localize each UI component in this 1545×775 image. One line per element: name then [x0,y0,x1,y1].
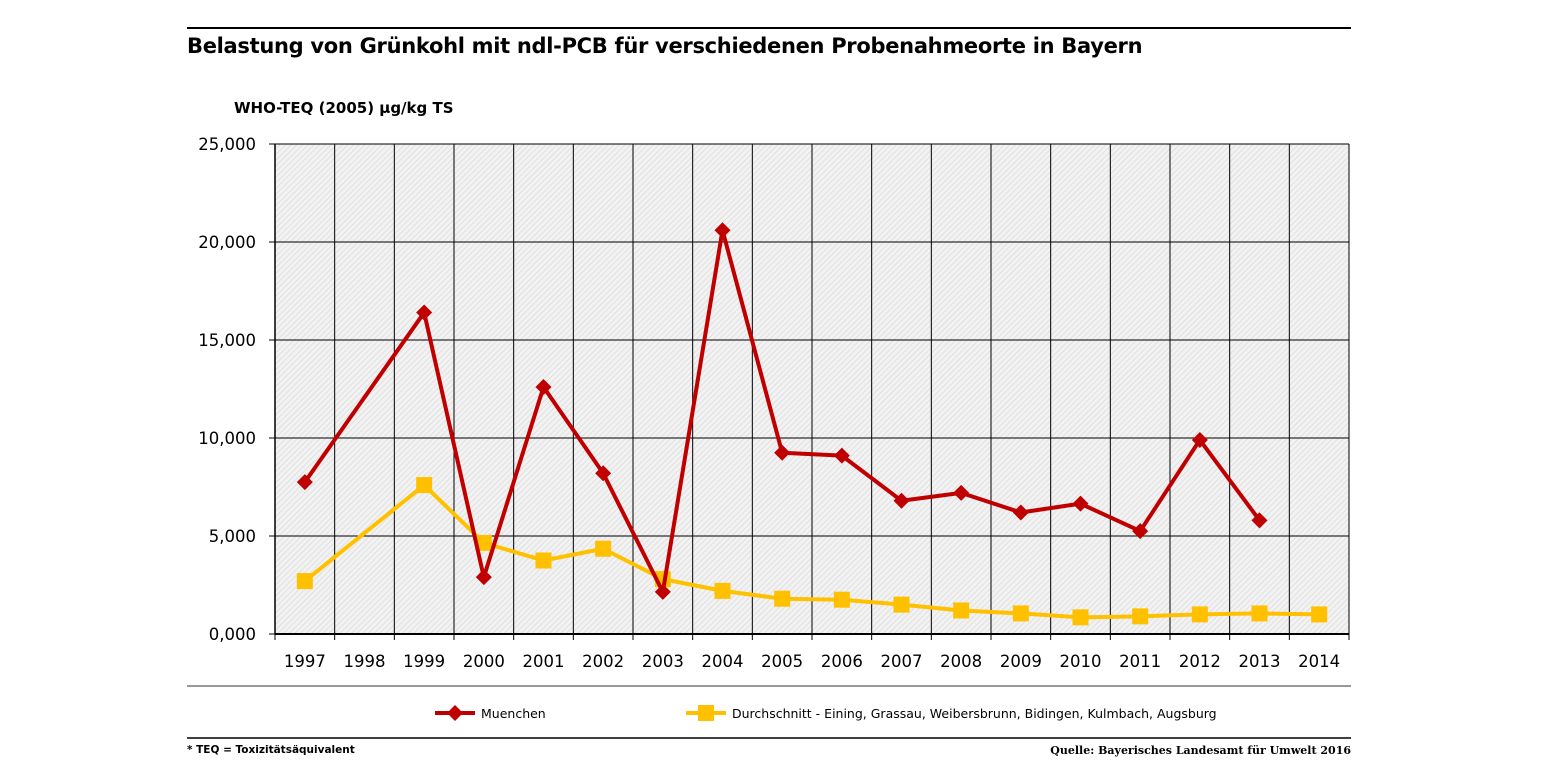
durchschnitt-point [296,573,313,590]
x-tick-label: 2008 [940,652,982,671]
legend: Muenchen Durchschnitt - Eining, Grassau, … [435,705,1217,721]
muenchen-point [535,379,552,396]
muenchen-point [595,465,612,482]
y-tick-label: 20,000 [198,233,256,252]
durchschnitt-point [1251,605,1268,622]
source-note: Quelle: Bayerisches Landesamt für Umwelt… [1050,744,1351,757]
legend-label: Muenchen [481,706,546,721]
x-tick-label: 2006 [821,652,863,671]
legend-label: Durchschnitt - Eining, Grassau, Weibersb… [732,706,1217,721]
durchschnitt-point [893,596,910,613]
muenchen-point [774,444,791,461]
x-tick-label: 2001 [523,652,565,671]
grid-lines [275,143,1349,635]
series-muenchen-line [303,228,1262,594]
y-tick-label: 5,000 [209,527,256,546]
muenchen-point [1072,495,1089,512]
durchschnitt-point [953,602,970,619]
y-tick-label: 10,000 [198,429,256,448]
y-tick-label: 15,000 [198,331,256,350]
muenchen-point [296,474,313,491]
muenchen-point [1251,512,1268,529]
durchschnitt-point [1072,609,1089,626]
durchschnitt-point [1311,606,1328,623]
durchschnitt-point [1012,605,1029,622]
x-tick-label: 2010 [1060,652,1102,671]
durchschnitt-point [595,540,612,557]
muenchen-point [953,484,970,501]
x-tick-label: 2009 [1000,652,1042,671]
x-tick-label: 2005 [761,652,803,671]
muenchen-point [893,492,910,509]
x-tick-label: 2007 [881,652,923,671]
durchschnitt-point [475,534,492,551]
muenchen-point [1132,523,1149,540]
durchschnitt-point [535,552,552,569]
x-tick-label: 2000 [463,652,505,671]
muenchen-point [833,447,850,464]
x-tick-label: 1998 [344,652,386,671]
legend-swatch-marker [447,705,463,721]
x-tick-label: 2013 [1239,652,1281,671]
x-tick-label: 1997 [284,652,326,671]
x-tick-label: 2003 [642,652,684,671]
y-tick-labels: 0,000 5,000 10,000 15,000 20,000 25,000 [198,135,256,644]
muenchen-point [475,569,492,586]
durchschnitt-point [833,591,850,608]
muenchen-point [714,222,731,239]
x-tick-label: 2012 [1179,652,1221,671]
muenchen-point [416,304,433,321]
x-tick-label: 2002 [582,652,624,671]
y-tick-label: 0,000 [209,625,256,644]
y-axis-label: WHO-TEQ (2005) µg/kg TS [234,99,454,117]
x-tick-label: 1999 [403,652,445,671]
footnote: * TEQ = Toxizitätsäquivalent [187,744,355,756]
axes [269,143,1350,640]
top-rule [187,27,1351,29]
x-tick-label: 2004 [702,652,744,671]
x-tick-label: 2011 [1119,652,1161,671]
durchschnitt-point [1132,608,1149,625]
x-tick-label: 2014 [1298,652,1340,671]
muenchen-point [1191,431,1208,448]
muenchen-point [654,583,671,600]
legend-swatch-marker [698,705,714,721]
durchschnitt-point [1191,606,1208,623]
muenchen-point [1012,504,1029,521]
durchschnitt-point [416,477,433,494]
chart-title: Belastung von Grünkohl mit ndl-PCB für v… [187,34,1143,58]
series-group [296,222,1328,626]
y-tick-label: 25,000 [198,135,256,154]
x-tick-labels: 1997 1998 1999 2000 2001 2002 2003 2004 2005 2006… [284,652,1340,671]
durchschnitt-point [714,582,731,599]
durchschnitt-point [774,590,791,607]
